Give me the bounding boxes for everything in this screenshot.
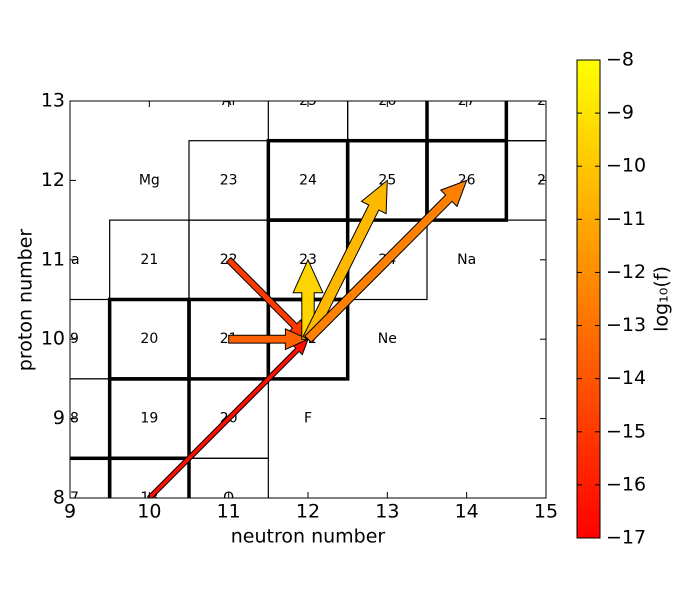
- colorbar-tick-label: −9: [606, 102, 634, 124]
- colorbar-tick-label: −11: [606, 208, 646, 230]
- plot-area: 1718O181920F19202122NeNa21222324NaMg2324…: [61, 93, 555, 506]
- colorbar-tick-label: −17: [606, 527, 646, 549]
- y-tick-label: 13: [41, 90, 65, 112]
- colorbar-tick-label: −16: [606, 473, 646, 495]
- x-tick-label: 15: [534, 501, 558, 523]
- cell-label: F: [304, 411, 312, 427]
- y-tick-label: 12: [41, 169, 65, 191]
- cell-label: 23: [220, 172, 238, 188]
- y-tick-label: 8: [53, 487, 65, 509]
- y-axis-label: proton number: [15, 229, 37, 372]
- x-tick-label: 11: [217, 501, 241, 523]
- cell-label: Na: [457, 252, 476, 268]
- cell-label: 24: [299, 172, 317, 188]
- colorbar-tick-label: −12: [606, 261, 646, 283]
- flow-arrow: [292, 258, 324, 340]
- colorbar-tick-label: −14: [606, 367, 646, 389]
- cell-label: Ne: [378, 331, 397, 347]
- cell-label: 20: [140, 331, 158, 347]
- flow-arrow: [228, 328, 310, 351]
- y-tick-label: 9: [53, 407, 65, 429]
- colorbar-tick-label: −8: [606, 49, 634, 71]
- x-tick-label: 14: [455, 501, 479, 523]
- colorbar-tick-label: −10: [606, 155, 646, 177]
- y-tick-label: 10: [41, 328, 65, 350]
- cell-label: 17: [61, 490, 79, 506]
- x-tick-label: 10: [137, 501, 161, 523]
- y-tick-label: 11: [41, 248, 65, 270]
- flow-arrow: [304, 179, 468, 344]
- colorbar-tick-label: −15: [606, 420, 646, 442]
- flow-arrow: [302, 179, 388, 343]
- x-axis-label: neutron number: [231, 526, 386, 548]
- stable-cell: [425, 101, 509, 143]
- cell-label: 21: [140, 252, 158, 268]
- flow-arrow: [146, 338, 309, 498]
- colorbar: [576, 59, 601, 539]
- x-tick-label: 13: [375, 501, 399, 523]
- colorbar-label: log₁₀(f): [651, 266, 673, 332]
- cell-label: 28: [537, 93, 555, 109]
- cell-label: Mg: [139, 172, 160, 188]
- x-tick-label: 12: [296, 501, 320, 523]
- colorbar-tick-label: −13: [606, 314, 646, 336]
- x-tick-label: 9: [64, 501, 76, 523]
- cell-label: 19: [140, 411, 158, 427]
